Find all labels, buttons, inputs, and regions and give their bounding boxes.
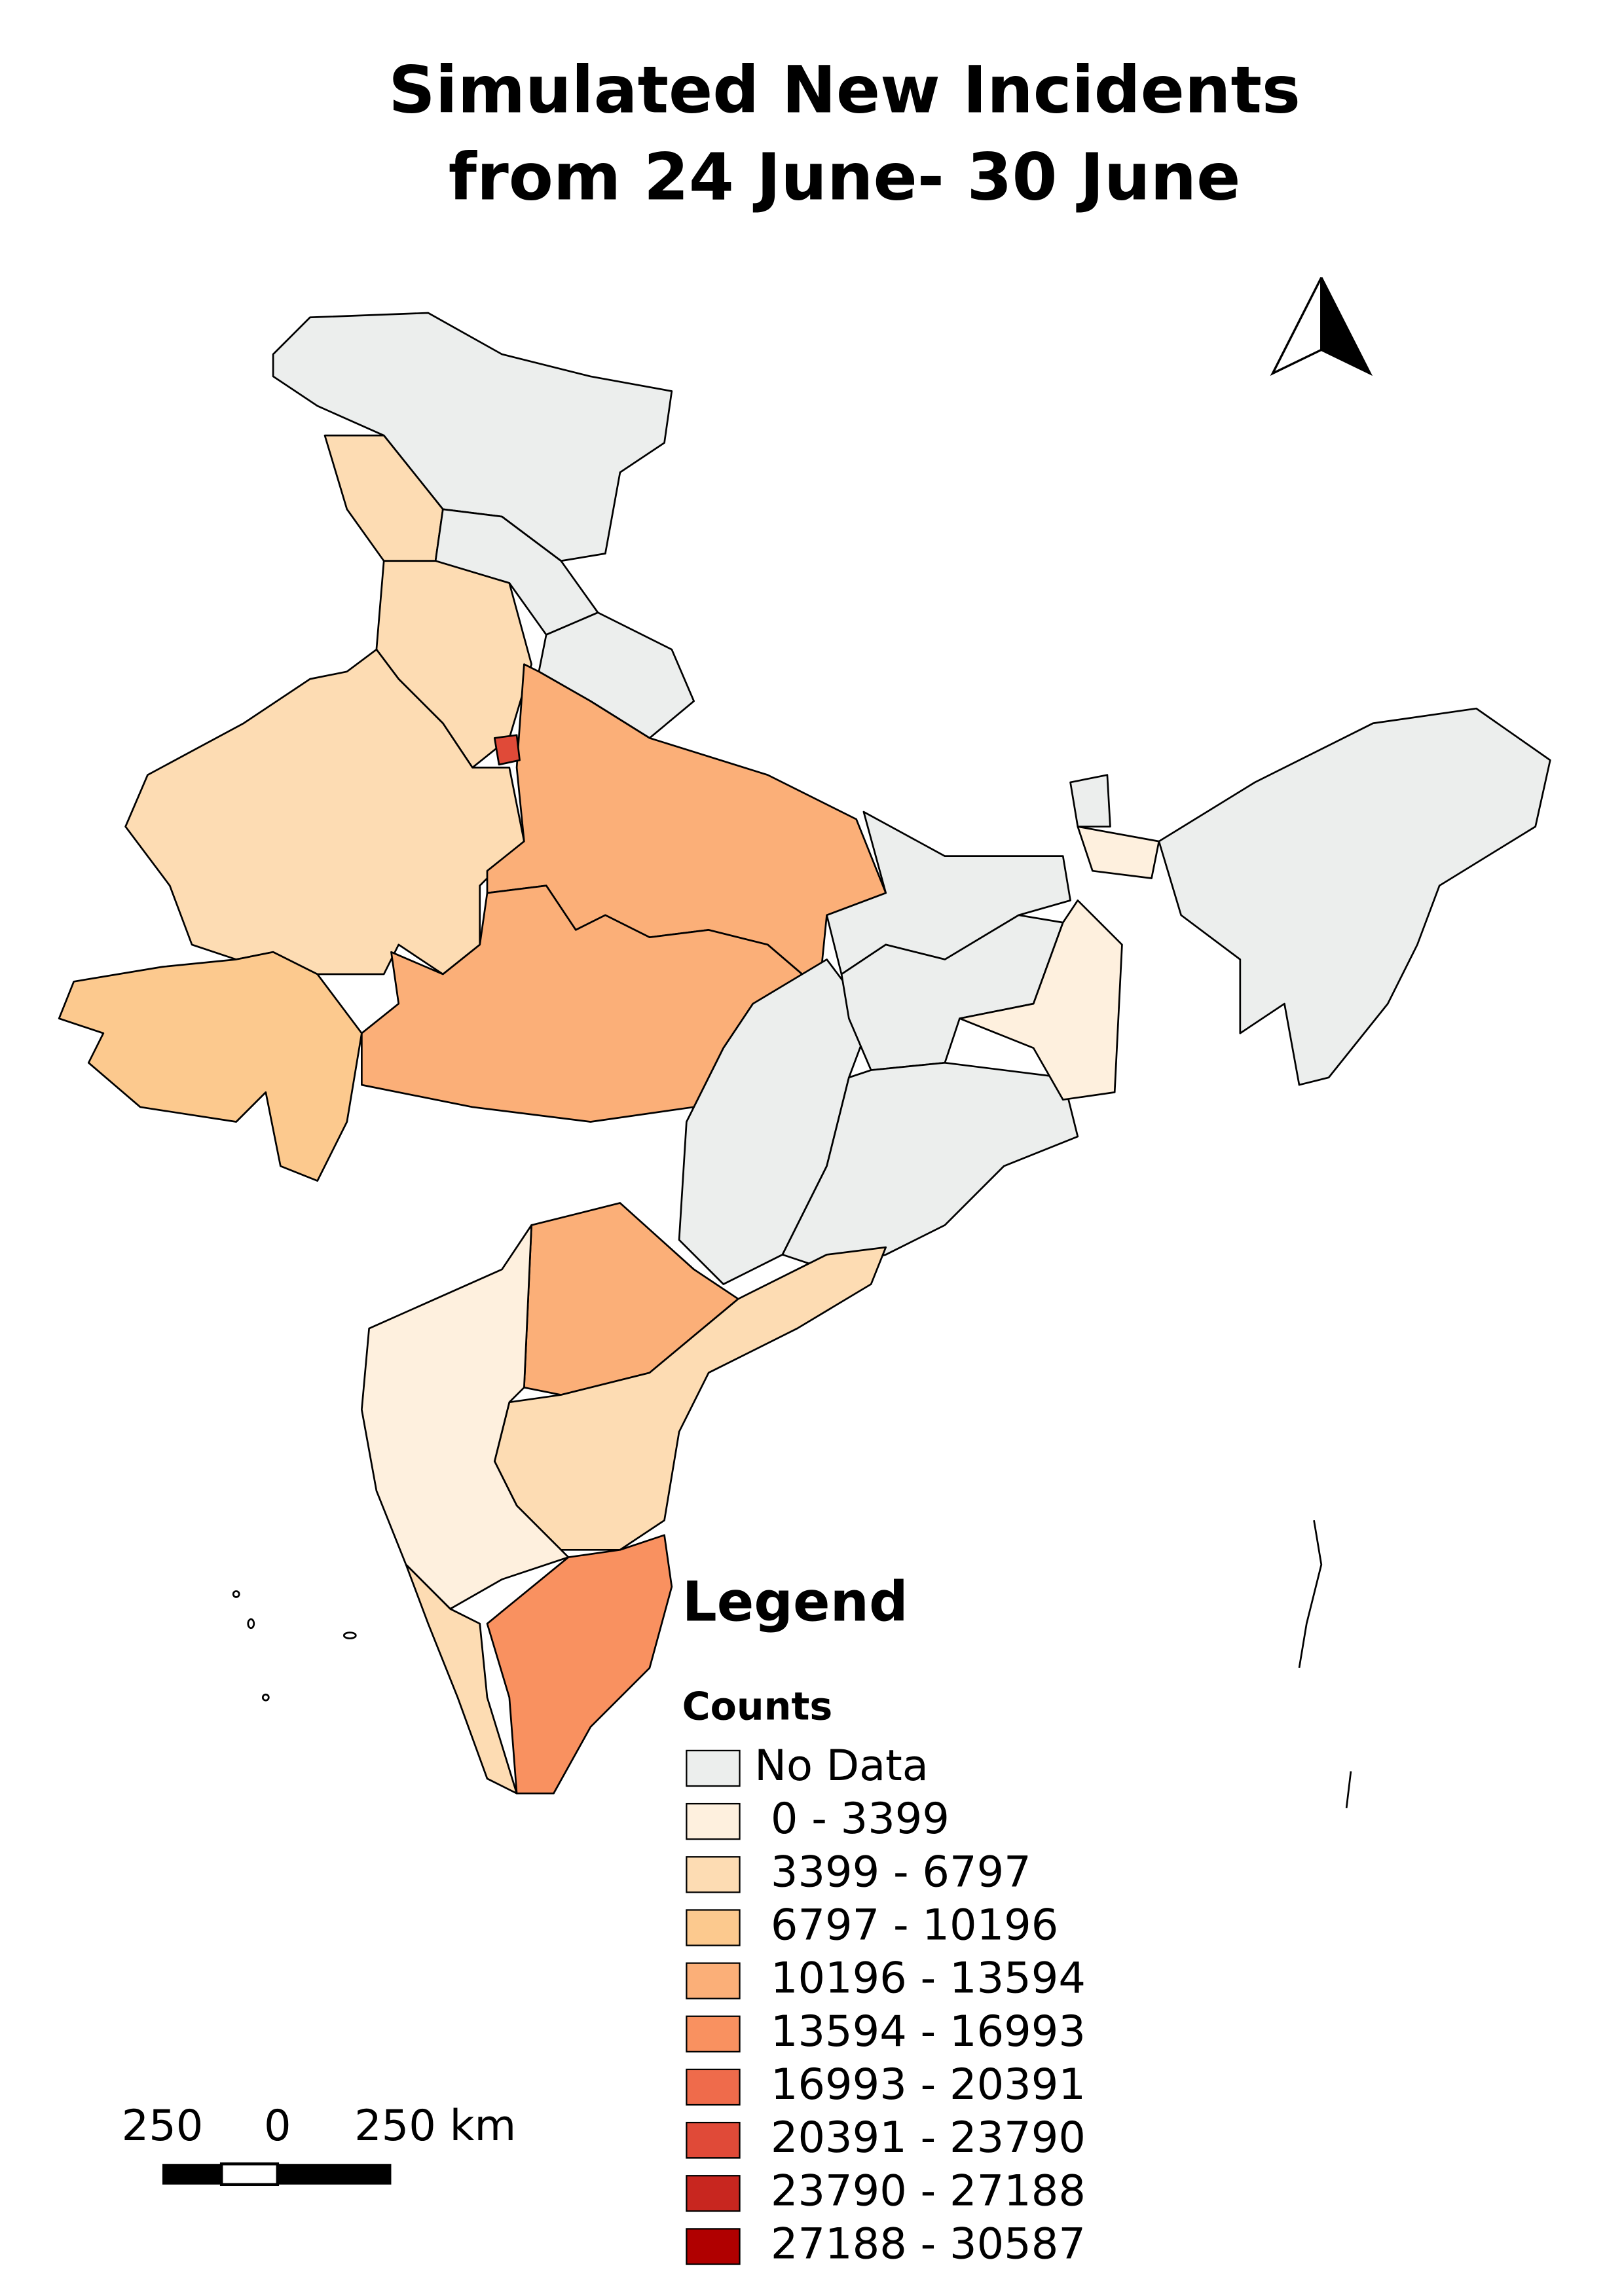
legend-swatch	[686, 1856, 741, 1893]
legend-label: 16993 - 20391	[771, 2060, 1086, 2109]
legend-swatch	[686, 2015, 741, 2052]
legend-label: 13594 - 16993	[771, 2007, 1086, 2056]
legend-swatch	[686, 2068, 741, 2106]
legend-swatch	[686, 1962, 741, 1999]
legend-title: Legend	[682, 1571, 908, 1634]
region	[493, 1246, 887, 1551]
legend-swatch	[686, 2121, 741, 2159]
legend-swatch	[686, 1749, 741, 1787]
legend-label: 20391 - 23790	[771, 2113, 1086, 2162]
legend-swatch	[686, 2175, 741, 2212]
region	[361, 1224, 570, 1610]
legend-subtitle: Counts	[682, 1685, 833, 1729]
islands	[232, 1520, 1352, 1809]
scale-label: 250 km	[354, 2101, 516, 2151]
region	[493, 734, 521, 766]
region	[1069, 774, 1111, 828]
scale-label: 0	[264, 2101, 291, 2151]
region	[361, 884, 821, 1123]
title-line: from 24 June- 30 June	[449, 139, 1241, 215]
legend-label: 0 - 3399	[771, 1794, 950, 1844]
region	[1077, 826, 1160, 879]
legend-label: 3399 - 6797	[771, 1847, 1031, 1897]
scale-label: 250	[122, 2101, 204, 2151]
map	[58, 312, 1551, 1809]
region	[1158, 707, 1551, 1086]
title-line: Simulated New Incidents	[388, 52, 1301, 128]
region	[124, 648, 525, 975]
region	[58, 951, 363, 1182]
legend-label: 27188 - 30587	[771, 2219, 1086, 2269]
north-arrow	[1270, 277, 1373, 376]
legend-label: 23790 - 27188	[771, 2166, 1086, 2215]
legend-swatch	[686, 1802, 741, 1840]
legend-label: No Data	[754, 1741, 929, 1791]
region	[781, 1061, 1079, 1271]
scale-bar: 250 0 250 km	[122, 2101, 516, 2187]
region	[959, 899, 1123, 1101]
region	[486, 1534, 673, 1795]
legend-label: 10196 - 13594	[771, 1954, 1086, 2003]
legend-swatch	[686, 2228, 741, 2265]
region	[272, 312, 673, 562]
legend-swatch	[686, 1909, 741, 1946]
legend-label: 6797 - 10196	[771, 1901, 1059, 1950]
